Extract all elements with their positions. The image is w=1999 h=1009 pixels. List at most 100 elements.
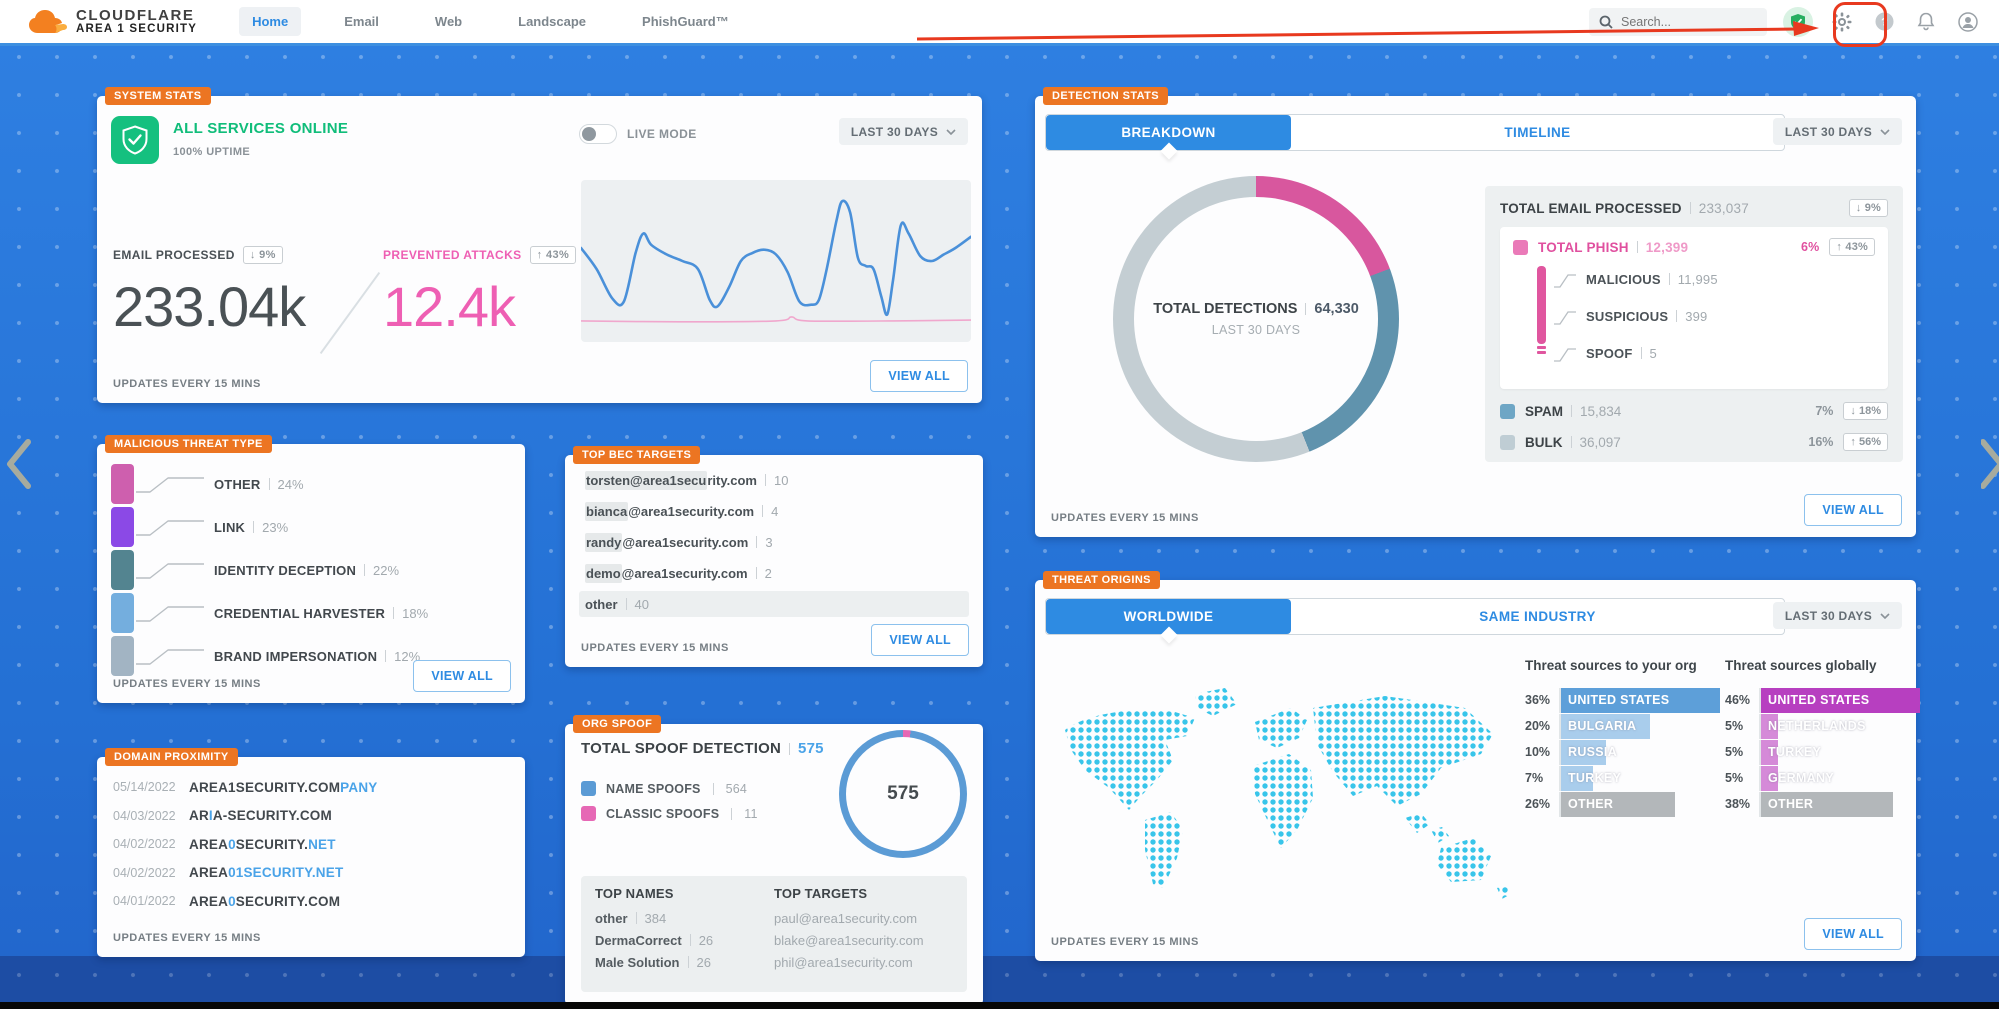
brand-name: CLOUDFLARE	[76, 6, 195, 24]
category-value: 36,097	[1579, 434, 1621, 450]
tab-breakdown[interactable]: BREAKDOWN	[1046, 115, 1291, 150]
nav-item[interactable]: PhishGuard™	[642, 14, 729, 29]
threat-type-percent: 22%	[373, 562, 400, 578]
card-tag-threat-origins: THREAT ORIGINS	[1043, 571, 1160, 589]
tab-worldwide[interactable]: WORLDWIDE	[1046, 599, 1291, 634]
screen-bottom-strip	[0, 1002, 1999, 1009]
threat-type-percent: 23%	[262, 519, 289, 535]
source-bar-row: 46% UNITED STATES	[1725, 687, 1920, 713]
range-dropdown[interactable]: LAST 30 DAYS	[1772, 602, 1902, 629]
activity-sparkline	[579, 180, 973, 342]
threat-type-percent: 12%	[394, 648, 421, 664]
world-dot-map	[1045, 678, 1525, 918]
service-status-tile	[111, 116, 159, 164]
threat-type-color-swatch	[111, 550, 134, 590]
breakdown-value: 5	[1649, 345, 1657, 361]
phish-breakdown-list: MALICIOUS 11,995 SUSPICIOUS 399	[1552, 266, 1718, 377]
total-email-delta: ↓ 9%	[1848, 199, 1888, 217]
total-email-value: 233,037	[1698, 200, 1749, 216]
source-bar: UNITED STATES	[1561, 687, 1720, 713]
spoof-legend-row: NAME SPOOFS 564	[581, 776, 758, 801]
detections-donut-chart: TOTAL DETECTIONS 64,330 LAST 30 DAYS	[1113, 176, 1399, 462]
donut-center-period: LAST 30 DAYS	[1211, 323, 1301, 337]
chevron-down-icon	[1880, 128, 1890, 135]
uptime-text: 100% UPTIME	[173, 146, 251, 158]
updates-note: UPDATES EVERY 15 MINS	[113, 378, 261, 390]
source-bar: GERMANY	[1761, 765, 1834, 791]
domain-list: 05/14/2022 AREA1SECURITY.COMPANY 04/03/2…	[113, 773, 509, 916]
range-dropdown[interactable]: LAST 30 DAYS	[838, 118, 968, 145]
source-bar-row: 7% TURKEY	[1525, 765, 1720, 791]
range-dropdown[interactable]: LAST 30 DAYS	[1772, 118, 1902, 145]
domain-date: 04/01/2022	[113, 894, 176, 909]
connector-line	[136, 563, 204, 579]
connector-line	[1554, 311, 1576, 325]
category-name: SPAM	[1525, 403, 1564, 419]
tab-same-industry[interactable]: SAME INDUSTRY	[1479, 609, 1596, 624]
view-all-button[interactable]: VIEW ALL	[413, 660, 511, 692]
phish-percent: 6%	[1800, 240, 1820, 254]
category-name: BULK	[1525, 434, 1563, 450]
source-percent: 38%	[1725, 797, 1751, 811]
source-bar: NETHERLANDS	[1761, 713, 1865, 739]
nav-item[interactable]: Web	[434, 14, 463, 29]
bec-target-email: other	[585, 596, 618, 612]
nav-item[interactable]: Home	[239, 7, 302, 36]
tab-timeline[interactable]: TIMELINE	[1504, 125, 1571, 140]
search-input[interactable]	[1621, 14, 1751, 29]
threat-type-row: OTHER 24%	[111, 464, 428, 504]
source-bar-row: 38% OTHER	[1725, 791, 1920, 817]
top-target-row: phil@area1security.com	[774, 954, 913, 970]
metric-divider	[319, 271, 381, 355]
view-all-button[interactable]: VIEW ALL	[871, 624, 969, 656]
spoof-name: DermaCorrect	[595, 932, 682, 948]
threat-type-name: OTHER	[214, 476, 261, 492]
domain-name: ARIA-SECURITY.COM	[189, 808, 332, 824]
spoof-total-label: TOTAL SPOOF DETECTION	[581, 740, 782, 757]
breakdown-value: 399	[1685, 308, 1708, 324]
prevented-attacks-label: PREVENTED ATTACKS	[383, 248, 522, 262]
live-mode-toggle[interactable]: LIVE MODE	[579, 124, 697, 144]
domain-date: 05/14/2022	[113, 780, 176, 795]
main-nav: Home Email Web Landscape PhishGuard™	[239, 7, 742, 36]
spoof-name-count: 26	[696, 954, 711, 970]
toggle-switch[interactable]	[579, 124, 617, 144]
threat-type-name: BRAND IMPERSONATION	[214, 648, 378, 664]
account-button[interactable]	[1955, 9, 1981, 35]
bec-target-count: 2	[764, 565, 772, 581]
legend-count: 11	[744, 806, 758, 821]
cloudflare-logo[interactable]: CLOUDFLARE AREA 1 SECURITY	[28, 6, 197, 36]
prevented-attacks-delta: ↑ 43%	[529, 246, 577, 264]
view-all-button[interactable]: VIEW ALL	[870, 360, 968, 392]
top-name-row: DermaCorrect 26	[595, 929, 774, 951]
top-targets-list: paul@area1security.com blake@area1securi…	[774, 907, 953, 973]
domain-date: 04/03/2022	[113, 808, 176, 823]
source-percent: 5%	[1725, 719, 1744, 733]
phish-label: TOTAL PHISH	[1538, 239, 1629, 255]
phish-delta: ↑ 43%	[1829, 238, 1875, 256]
org-spoof-card: ORG SPOOF TOTAL SPOOF DETECTION 575 NAME…	[565, 715, 983, 1005]
domain-name: AREA0SECURITY.COM	[189, 893, 341, 909]
carousel-prev-chevron-icon[interactable]	[4, 438, 32, 490]
email-processed-metric: EMAIL PROCESSED ↓ 9% 233.04k	[113, 246, 306, 339]
system-stats-card: SYSTEM STATS ALL SERVICES ONLINE 100% UP…	[97, 87, 982, 403]
phish-breakdown-row: SPOOF 5	[1552, 340, 1718, 366]
source-bar-row: 26% OTHER	[1525, 791, 1720, 817]
donut-center-label: TOTAL DETECTIONS	[1153, 301, 1298, 317]
nav-item[interactable]: Landscape	[518, 14, 587, 29]
threat-type-legend: OTHER 24% LINK 23% IDENTITY DECEPTIO	[111, 464, 428, 679]
top-names-header: TOP NAMES	[595, 886, 674, 901]
bec-target-row: demo@area1security.com 2	[579, 560, 969, 586]
nav-item[interactable]: Email	[344, 14, 379, 29]
category-delta: ↑ 56%	[1843, 433, 1888, 451]
notifications-button[interactable]	[1913, 9, 1939, 35]
carousel-next-chevron-icon[interactable]	[1981, 438, 1999, 490]
threat-origins-card: THREAT ORIGINS WORLDWIDE SAME INDUSTRY L…	[1035, 571, 1920, 961]
threat-type-percent: 18%	[402, 605, 429, 621]
user-avatar-icon	[1958, 11, 1978, 32]
domain-date: 04/02/2022	[113, 837, 176, 852]
source-percent: 5%	[1725, 745, 1744, 759]
view-all-button[interactable]: VIEW ALL	[1804, 494, 1902, 526]
donut-center-value: 64,330	[1314, 301, 1359, 317]
view-all-button[interactable]: VIEW ALL	[1804, 918, 1902, 950]
